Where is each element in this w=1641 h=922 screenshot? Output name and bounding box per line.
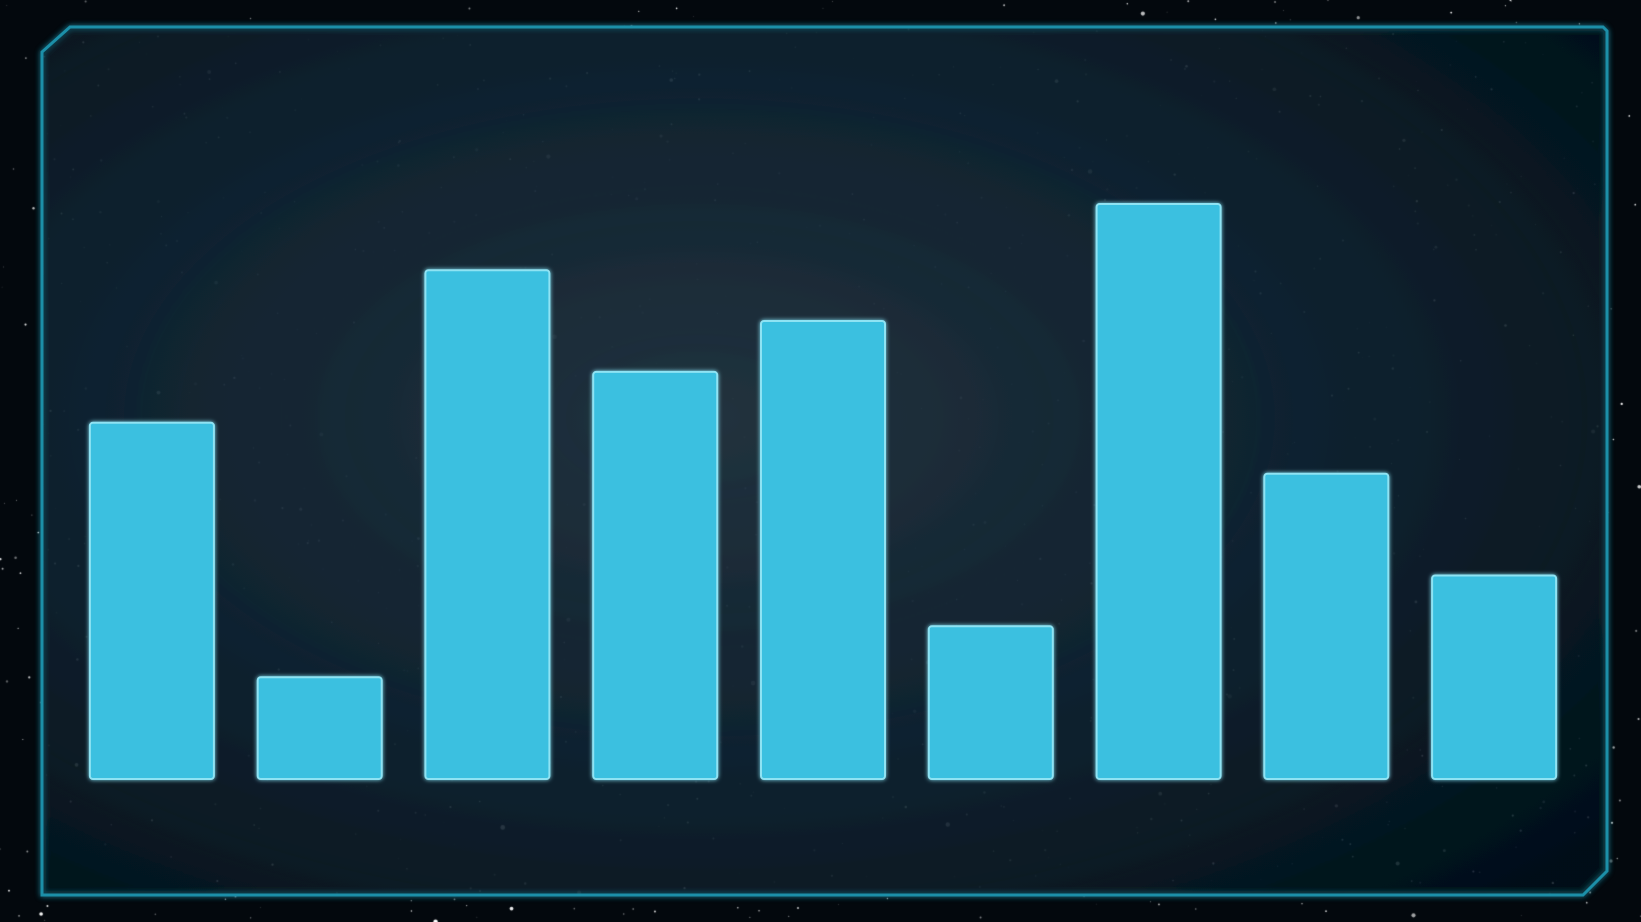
bar-6 <box>927 625 1054 780</box>
bar-5 <box>760 320 886 780</box>
bar-8 <box>1263 472 1390 780</box>
bar-7 <box>1095 203 1222 780</box>
bar-3 <box>424 269 551 780</box>
bar-2 <box>256 676 383 781</box>
bar-9 <box>1431 574 1558 780</box>
bar-series <box>88 203 1558 781</box>
bar-4 <box>592 370 719 780</box>
bar-1 <box>88 421 215 780</box>
